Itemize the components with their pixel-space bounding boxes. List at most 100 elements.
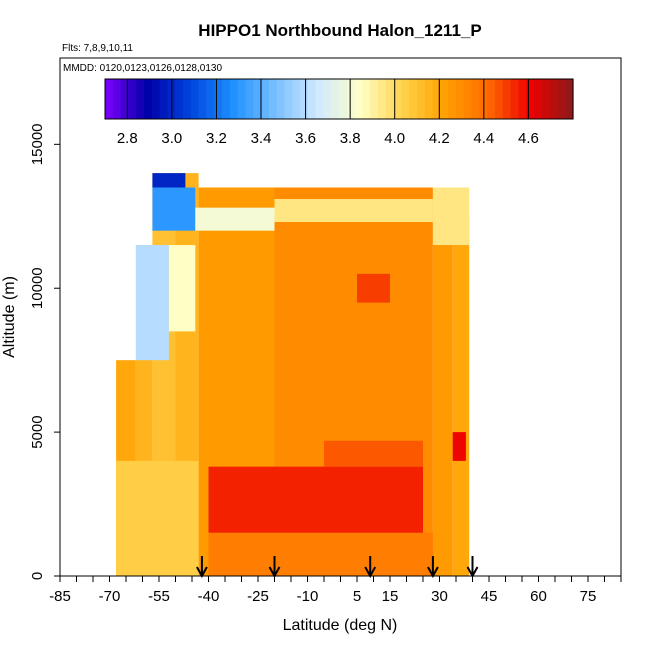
x-tick-label: 5	[353, 588, 361, 605]
colorbar-swatch	[549, 79, 558, 119]
colorbar-swatch	[331, 79, 340, 119]
colorbar-tick-label: 4.4	[473, 130, 494, 147]
y-tick-label: 0	[29, 572, 46, 580]
heat-feature-12	[432, 187, 470, 246]
x-axis: -85 -70 -55 -40 -25 -10 5 15 30 45 60 75	[49, 576, 622, 605]
colorbar-swatch	[557, 79, 566, 119]
y-axis-label: Altitude (m)	[1, 276, 18, 358]
colorbar-tick-label: 3.6	[295, 130, 316, 147]
colorbar-swatch	[565, 79, 574, 119]
colorbar-swatch	[534, 79, 543, 119]
x-tick-label: -85	[49, 588, 71, 605]
colorbar-swatch	[315, 79, 324, 119]
colorbar-swatch	[128, 79, 137, 119]
colorbar-swatch	[339, 79, 348, 119]
colorbar: 2.8 3.0 3.2 3.4 3.6 3.8 4.0 4.2 4.4 4.6	[104, 78, 574, 147]
colorbar-swatch	[495, 79, 504, 119]
colorbar-swatch	[183, 79, 192, 119]
colorbar-swatch	[487, 79, 496, 119]
colorbar-tick-label: 4.6	[518, 130, 539, 147]
colorbar-swatch	[151, 79, 161, 119]
heat-feature-4	[135, 245, 169, 361]
colorbar-swatch	[284, 79, 293, 119]
colorbar-swatch	[268, 79, 278, 119]
colorbar-swatch	[136, 79, 145, 119]
colorbar-swatch	[229, 79, 239, 119]
colorbar-swatch	[424, 79, 434, 119]
y-tick-label: 10000	[29, 267, 46, 309]
colorbar-swatch	[432, 79, 441, 119]
colorbar-swatch	[198, 79, 207, 119]
colorbar-swatch	[346, 79, 356, 119]
colorbar-swatch	[190, 79, 200, 119]
colorbar-swatch	[112, 79, 122, 119]
x-tick-label: -40	[198, 588, 220, 605]
colorbar-swatch	[526, 79, 535, 119]
heat-feature-9	[452, 432, 466, 461]
colorbar-swatch	[214, 79, 223, 119]
flights-label: Flts: 7,8,9,10,11	[62, 43, 133, 54]
colorbar-swatch	[261, 79, 270, 119]
heat-feature-5	[168, 245, 196, 332]
colorbar-tick-label: 4.0	[384, 130, 405, 147]
heat-feature-7	[324, 440, 423, 467]
colorbar-swatch	[401, 79, 410, 119]
colorbar-swatch	[206, 79, 215, 119]
y-tick-label: 15000	[29, 123, 46, 165]
heat-feature-2	[195, 207, 275, 231]
colorbar-swatch	[456, 79, 465, 119]
heat-feature-6	[208, 466, 423, 533]
x-tick-label: 60	[530, 588, 547, 605]
colorbar-swatch	[276, 79, 285, 119]
x-tick-label: 15	[382, 588, 399, 605]
colorbar-frame	[104, 78, 574, 120]
colorbar-swatch	[253, 79, 262, 119]
x-tick-label: -10	[297, 588, 319, 605]
colorbar-swatch	[175, 79, 184, 119]
x-tick-label: 75	[580, 588, 597, 605]
colorbar-swatch	[463, 79, 473, 119]
colorbar-swatch	[448, 79, 457, 119]
x-tick-label: -55	[148, 588, 170, 605]
heat-feature-0	[152, 187, 196, 231]
colorbar-swatch	[518, 79, 527, 119]
heat-feature-10	[116, 460, 199, 576]
dates-label: MMDD: 0120,0123,0126,0128,0130	[63, 63, 222, 74]
colorbar-swatch	[510, 79, 519, 119]
colorbar-swatch	[417, 79, 426, 119]
colorbar-swatch	[440, 79, 449, 119]
colorbar-tick-label: 4.2	[429, 130, 450, 147]
colorbar-tick-label: 3.4	[251, 130, 272, 147]
colorbar-tick-label: 2.8	[117, 130, 138, 147]
colorbar-swatch	[105, 79, 114, 119]
colorbar-swatch	[159, 79, 168, 119]
colorbar-swatch	[502, 79, 512, 119]
x-tick-label: 30	[431, 588, 448, 605]
colorbar-swatch	[378, 79, 387, 119]
colorbar-swatch	[323, 79, 332, 119]
heat-column-8	[452, 216, 470, 576]
colorbar-swatch	[245, 79, 254, 119]
heat-column-7	[432, 187, 453, 576]
heatmap-cells	[116, 173, 470, 576]
colorbar-swatch	[144, 79, 153, 119]
heat-feature-11	[208, 532, 433, 576]
colorbar-swatch	[300, 79, 309, 119]
colorbar-swatch	[354, 79, 363, 119]
y-tick-label: 5000	[29, 415, 46, 448]
colorbar-tick-label: 3.8	[340, 130, 361, 147]
heat-feature-3	[274, 199, 433, 223]
colorbar-swatch	[541, 79, 551, 119]
colorbar-swatch	[292, 79, 301, 119]
colorbar-tick-label: 3.2	[206, 130, 227, 147]
colorbar-swatch	[471, 79, 480, 119]
colorbar-swatch	[222, 79, 231, 119]
x-tick-label: 45	[481, 588, 498, 605]
heat-feature-8	[357, 273, 390, 303]
colorbar-swatch	[237, 79, 246, 119]
chart-title: HIPPO1 Northbound Halon_1211_P	[198, 21, 481, 40]
colorbar-swatch	[393, 79, 402, 119]
x-tick-label: -70	[99, 588, 121, 605]
colorbar-swatch	[409, 79, 418, 119]
